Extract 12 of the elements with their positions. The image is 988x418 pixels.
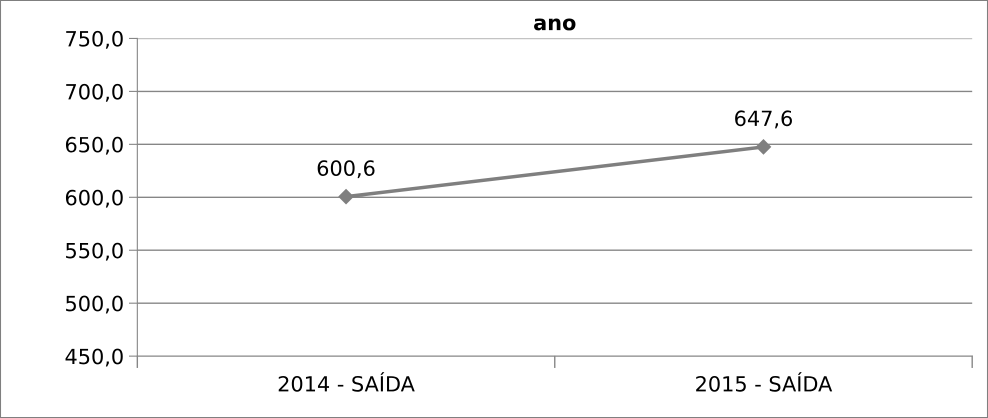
chart-title: ano — [534, 18, 576, 30]
x-tick-label: 2015 - SAÍDA — [696, 372, 832, 392]
y-tick-label: 700,0 — [66, 84, 123, 102]
y-tick-label: 650,0 — [66, 136, 123, 155]
data-label: 600,6 — [318, 160, 375, 178]
data-label: 647,6 — [735, 110, 792, 128]
y-tick-label: 750,0 — [66, 30, 123, 49]
y-tick-label: 600,0 — [66, 190, 123, 208]
x-tick-label: 2014 - SAÍDA — [278, 372, 415, 392]
y-tick-label: 450,0 — [66, 348, 123, 366]
y-tick-label: 500,0 — [66, 296, 123, 314]
y-tick-label: 550,0 — [66, 242, 123, 261]
